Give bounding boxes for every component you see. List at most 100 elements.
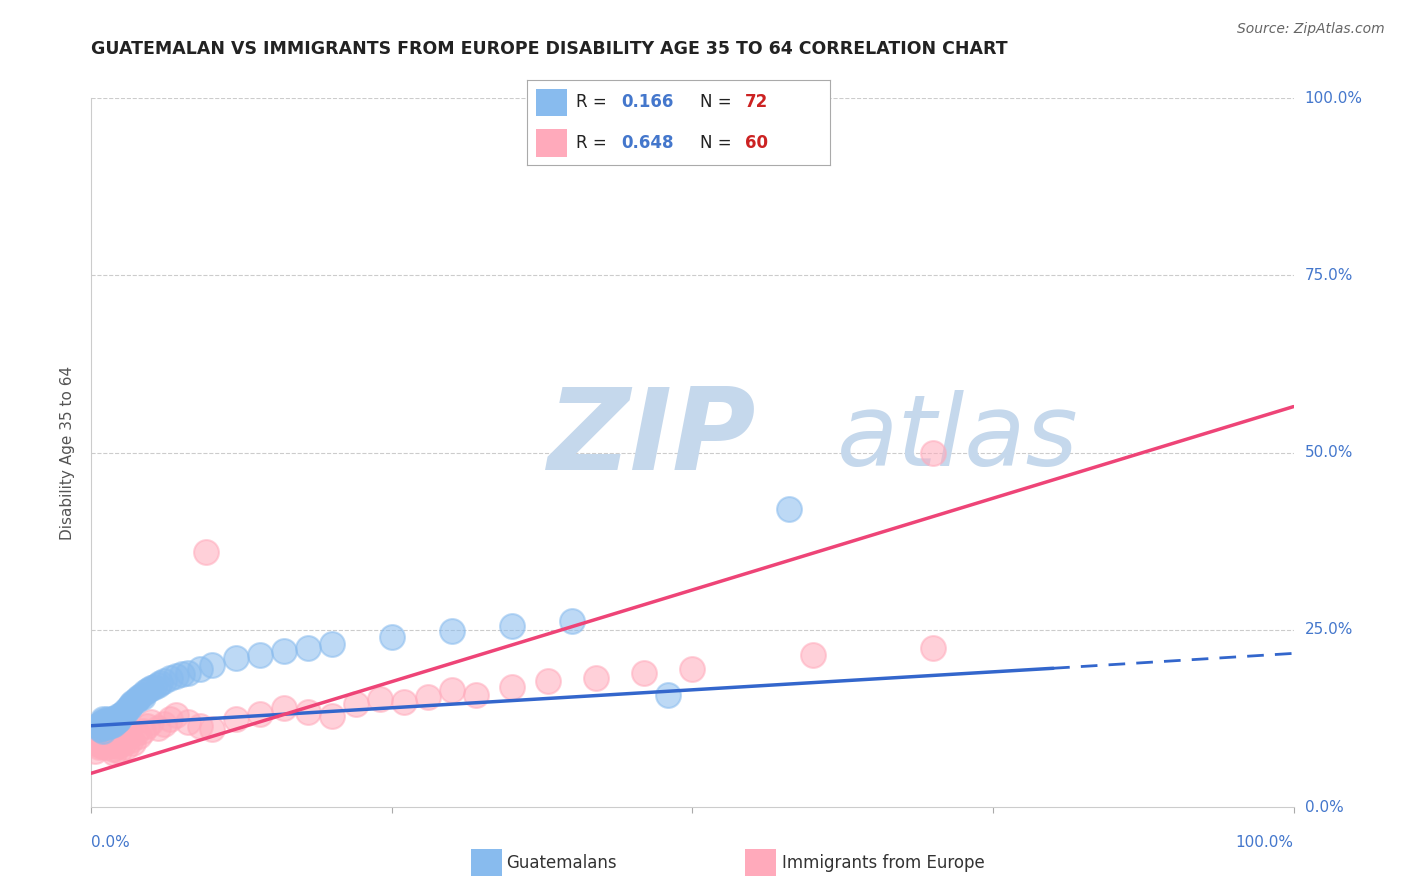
FancyBboxPatch shape [536, 89, 567, 116]
Point [94, 716, 117, 731]
Point [922, 640, 945, 655]
Point [107, 709, 129, 723]
Point [165, 669, 187, 683]
Point [225, 651, 247, 665]
Point [97, 714, 120, 728]
Text: ZIP: ZIP [548, 383, 756, 494]
Point [368, 692, 391, 706]
Point [93, 723, 115, 738]
Point [273, 701, 295, 715]
Text: 72: 72 [745, 94, 768, 112]
Point [87, 739, 110, 754]
Point [165, 708, 187, 723]
Point [93, 732, 115, 747]
Point [98, 719, 121, 733]
Point [176, 715, 198, 730]
Point [537, 673, 560, 688]
Text: 100.0%: 100.0% [1236, 835, 1294, 850]
Point [93, 719, 115, 733]
Point [105, 714, 128, 728]
Text: 25.0%: 25.0% [1305, 623, 1353, 638]
Text: atlas: atlas [837, 390, 1078, 487]
Point [89, 723, 111, 737]
Text: R =: R = [575, 134, 612, 152]
Text: N =: N = [700, 134, 737, 152]
Point [86, 719, 108, 733]
Point [416, 690, 439, 705]
Point [321, 709, 343, 723]
Point [201, 723, 224, 737]
Point [125, 726, 148, 740]
Point [134, 685, 156, 699]
Point [297, 640, 319, 655]
Point [98, 730, 121, 744]
Point [104, 712, 127, 726]
Point [103, 747, 125, 761]
Text: Source: ZipAtlas.com: Source: ZipAtlas.com [1237, 22, 1385, 37]
Point [152, 716, 174, 731]
Point [440, 683, 463, 698]
Text: N =: N = [700, 94, 737, 112]
Point [681, 662, 703, 676]
Text: 0.648: 0.648 [621, 134, 673, 152]
Point [135, 719, 157, 733]
Point [152, 673, 174, 688]
Point [93, 714, 115, 728]
Text: 75.0%: 75.0% [1305, 268, 1353, 283]
Point [128, 690, 150, 705]
Point [96, 735, 118, 749]
Point [440, 624, 463, 639]
Point [107, 739, 129, 754]
Point [132, 723, 155, 738]
Point [321, 637, 343, 651]
Point [159, 671, 181, 685]
Point [125, 694, 148, 708]
Point [98, 717, 121, 731]
Point [115, 739, 138, 754]
Point [117, 702, 139, 716]
Point [142, 680, 165, 694]
Point [273, 644, 295, 658]
Point [84, 736, 107, 750]
Point [149, 676, 172, 690]
Point [381, 630, 404, 644]
Point [131, 688, 153, 702]
Point [93, 736, 115, 750]
Point [94, 739, 117, 754]
Point [84, 743, 107, 757]
Point [91, 721, 114, 735]
Point [96, 718, 118, 732]
FancyBboxPatch shape [536, 129, 567, 157]
Text: R =: R = [575, 94, 612, 112]
Point [105, 711, 128, 725]
Point [146, 677, 169, 691]
Point [105, 735, 128, 749]
Point [93, 730, 115, 744]
Point [146, 721, 169, 735]
Point [344, 698, 367, 712]
Text: 60: 60 [745, 134, 768, 152]
Y-axis label: Disability Age 35 to 64: Disability Age 35 to 64 [60, 366, 76, 540]
Point [90, 735, 112, 749]
Point [188, 719, 211, 733]
Point [297, 705, 319, 719]
Point [110, 732, 132, 747]
Point [98, 715, 121, 730]
Point [118, 698, 141, 713]
Point [103, 716, 125, 731]
Point [118, 701, 141, 715]
Point [101, 714, 124, 729]
Point [93, 712, 115, 726]
Point [561, 615, 583, 629]
Point [778, 502, 800, 516]
Point [122, 736, 145, 750]
Point [249, 706, 271, 721]
Point [110, 708, 132, 723]
Point [101, 715, 124, 730]
Point [100, 716, 122, 731]
Point [93, 715, 115, 730]
Point [101, 738, 124, 752]
Point [108, 712, 131, 726]
Point [104, 731, 127, 745]
Point [101, 712, 124, 726]
